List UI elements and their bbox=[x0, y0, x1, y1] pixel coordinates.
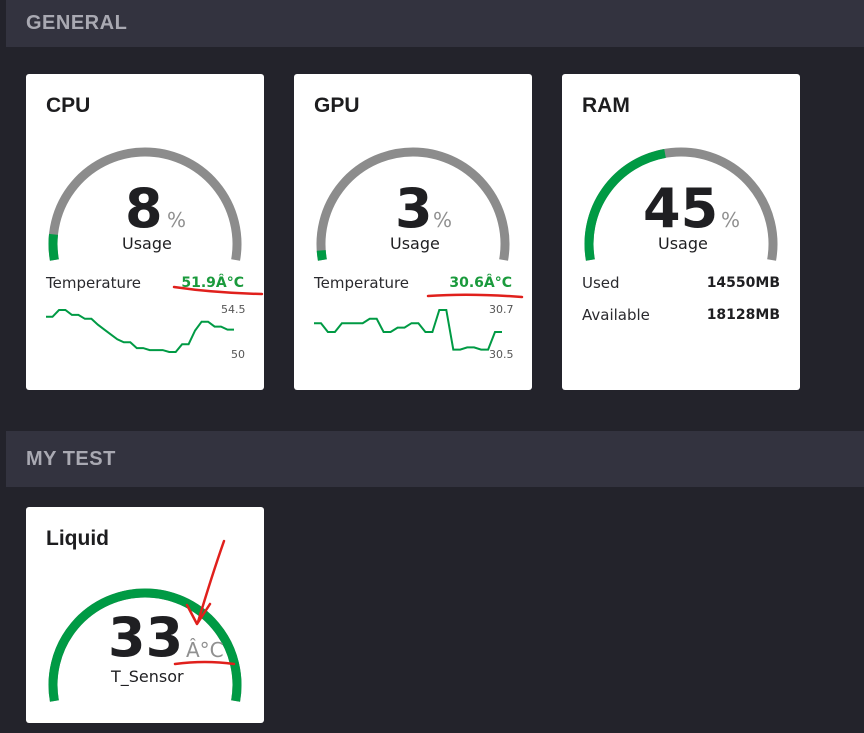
gauge-unit: Â°C bbox=[186, 638, 224, 662]
card-title: GPU bbox=[314, 94, 360, 117]
gauge-fill bbox=[48, 588, 242, 702]
available-value: 18128MB bbox=[706, 307, 780, 323]
gpu-temperature-sparkline bbox=[314, 309, 502, 351]
sparkline-max-label: 54.5 bbox=[221, 303, 246, 316]
liquid-card[interactable]: Liquid 33 Â°C T_Sensor bbox=[26, 507, 264, 723]
gauge-fill bbox=[584, 148, 666, 261]
sparkline-min-label: 50 bbox=[231, 348, 245, 361]
used-value: 14550MB bbox=[706, 275, 780, 291]
card-title: Liquid bbox=[46, 527, 109, 550]
gauge-label: Usage bbox=[122, 234, 172, 253]
temperature-value: 30.6Â°C bbox=[449, 275, 512, 291]
liquid-gauge bbox=[48, 588, 242, 702]
gauge-fill bbox=[48, 233, 59, 261]
gauge-unit: % bbox=[721, 208, 741, 232]
gauge-value: 8 bbox=[125, 177, 163, 240]
section-title: GENERAL bbox=[26, 12, 128, 34]
gauge-fill bbox=[316, 250, 327, 261]
sparkline-path bbox=[314, 309, 502, 351]
gpu-card[interactable]: GPU 3 % Usage Temperature 30.6Â°C 30.7 3… bbox=[294, 74, 532, 390]
gauge-unit: % bbox=[167, 208, 187, 232]
gauge-label: Usage bbox=[390, 234, 440, 253]
gpu-gauge bbox=[316, 147, 510, 261]
section-header-my-test: MY TEST bbox=[6, 431, 864, 487]
gauge-value: 3 bbox=[395, 177, 433, 240]
gauge-track bbox=[48, 147, 242, 261]
ram-card[interactable]: RAM 45 % Usage Used 14550MB Available 18… bbox=[562, 74, 800, 390]
cpu-gauge bbox=[48, 147, 242, 261]
used-label: Used bbox=[582, 274, 620, 292]
card-title: CPU bbox=[46, 94, 91, 117]
gauge-value: 45 bbox=[643, 177, 719, 240]
cpu-card[interactable]: CPU 8 % Usage Temperature 51.9Â°C 54.5 5… bbox=[26, 74, 264, 390]
cpu-temperature-sparkline bbox=[46, 309, 234, 353]
sparkline-min-label: 30.5 bbox=[489, 348, 514, 361]
ram-gauge bbox=[584, 147, 778, 261]
temperature-label: Temperature bbox=[46, 274, 142, 292]
gauge-value: 33 bbox=[108, 606, 184, 669]
card-title: RAM bbox=[582, 94, 630, 117]
available-label: Available bbox=[582, 306, 650, 324]
section-title: MY TEST bbox=[26, 448, 116, 470]
gauge-track bbox=[316, 147, 510, 261]
sparkline-path bbox=[46, 309, 234, 353]
sparkline-max-label: 30.7 bbox=[489, 303, 514, 316]
temperature-label: Temperature bbox=[314, 274, 410, 292]
section-header-general: GENERAL bbox=[6, 0, 864, 47]
gauge-unit: % bbox=[433, 208, 453, 232]
gauge-label: Usage bbox=[658, 234, 708, 253]
gauge-label: T_Sensor bbox=[111, 667, 184, 686]
